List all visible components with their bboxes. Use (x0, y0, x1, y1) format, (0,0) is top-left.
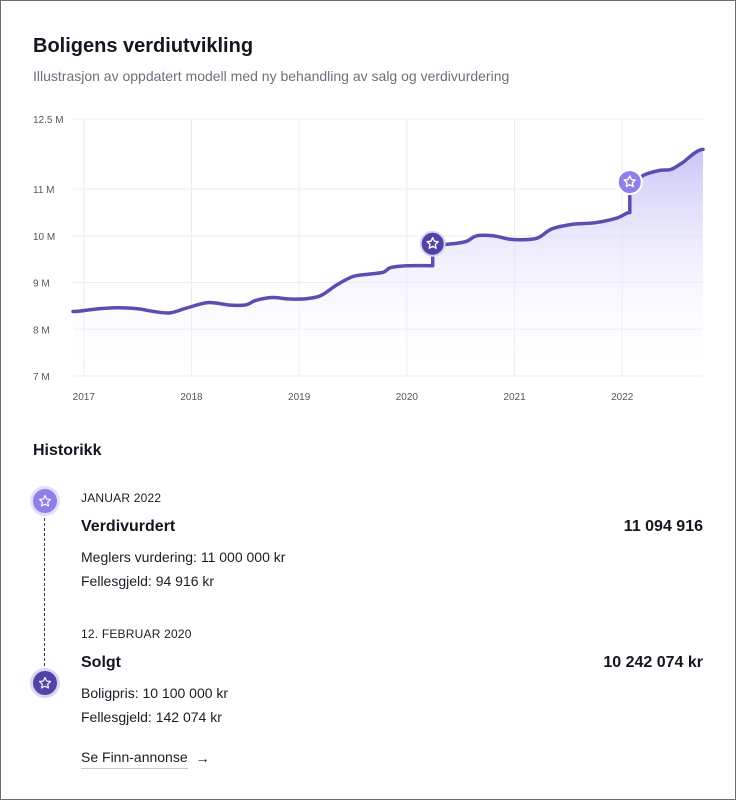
page-subtitle: Illustrasjon av oppdatert modell med ny … (33, 68, 510, 84)
sale-marker-star-icon (426, 237, 439, 249)
event-title: Verdivurdert (81, 518, 176, 535)
x-tick-label: 2019 (288, 392, 311, 403)
arrow-right-icon: → (195, 749, 210, 766)
event-detail: Boligpris: 10 100 000 kr (81, 685, 229, 701)
series-line (71, 147, 705, 315)
y-tick-label: 10 M (33, 232, 55, 243)
y-tick-label: 12.5 M (33, 115, 64, 126)
event-title: Solgt (81, 654, 121, 671)
y-tick-label: 7 M (33, 372, 50, 383)
y-tick-label: 11 M (33, 185, 55, 196)
x-tick-label: 2018 (180, 392, 203, 403)
valuation-marker (616, 169, 643, 196)
event-date: JANUAR 2022 (81, 491, 162, 505)
event-amount: 11 094 916 (623, 518, 703, 535)
history-title: Historikk (33, 442, 102, 459)
series-area (73, 149, 703, 376)
finn-ad-link-label: Se Finn-annonse (81, 749, 188, 769)
finn-ad-link[interactable]: Se Finn-annonse → (81, 749, 210, 769)
event-date: 12. FEBRUAR 2020 (81, 627, 192, 641)
timeline-connector (44, 513, 45, 671)
sale-star-icon (33, 671, 57, 695)
x-tick-label: 2017 (73, 392, 96, 403)
event-detail: Meglers vurdering: 11 000 000 kr (81, 549, 286, 565)
event-amount: 10 242 074 kr (603, 654, 703, 671)
valuation-marker-star-icon (623, 175, 636, 188)
x-tick-label: 2020 (396, 392, 419, 403)
x-tick-label: 2021 (503, 392, 526, 403)
valuation-star-icon (33, 489, 57, 513)
x-tick-label: 2022 (611, 392, 634, 403)
value-chart: 7 M 8 M 9 M 10 M 11 M 12.5 M 2017 2018 2019 2020 2… (33, 115, 705, 403)
y-tick-label: 8 M (33, 325, 50, 336)
event-detail: Fellesgjeld: 94 916 kr (81, 573, 215, 589)
sale-marker (419, 230, 446, 257)
event-detail: Fellesgjeld: 142 074 kr (81, 709, 222, 725)
page-title: Boligens verdiutvikling (33, 35, 254, 57)
y-tick-label: 9 M (33, 279, 50, 290)
